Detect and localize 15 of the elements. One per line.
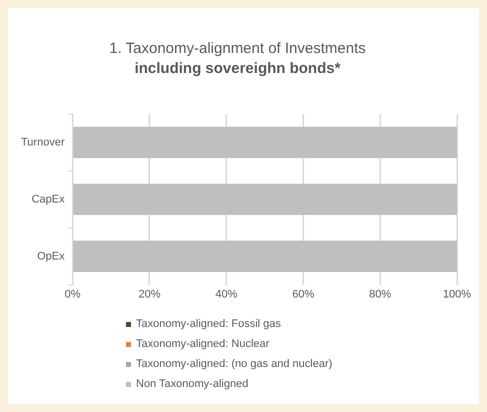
legend-label: Taxonomy-aligned: Fossil gas <box>135 317 282 332</box>
x-tick-label: 0% <box>64 288 81 300</box>
legend-label: Taxonomy-aligned: (no gas and nuclear) <box>135 357 334 372</box>
chart-title: 1. Taxonomy-alignment of Investments <box>109 40 366 58</box>
x-tick-label: 60% <box>292 288 314 300</box>
chart-subtitle: including sovereighn bonds* <box>134 60 341 78</box>
x-tick-label: 20% <box>138 288 161 300</box>
x-tick-label: 100% <box>442 288 472 300</box>
y-tick-label: CapEx <box>32 193 66 206</box>
y-tick-label: Turnover <box>21 136 65 148</box>
x-tick-label: 40% <box>215 288 238 300</box>
legend-label: Non Taxonomy-aligned <box>135 377 250 392</box>
x-tick-label: 80% <box>369 288 392 300</box>
legend-label: Taxonomy-aligned: Nuclear <box>135 337 270 352</box>
y-tick-label: OpEx <box>37 250 66 262</box>
